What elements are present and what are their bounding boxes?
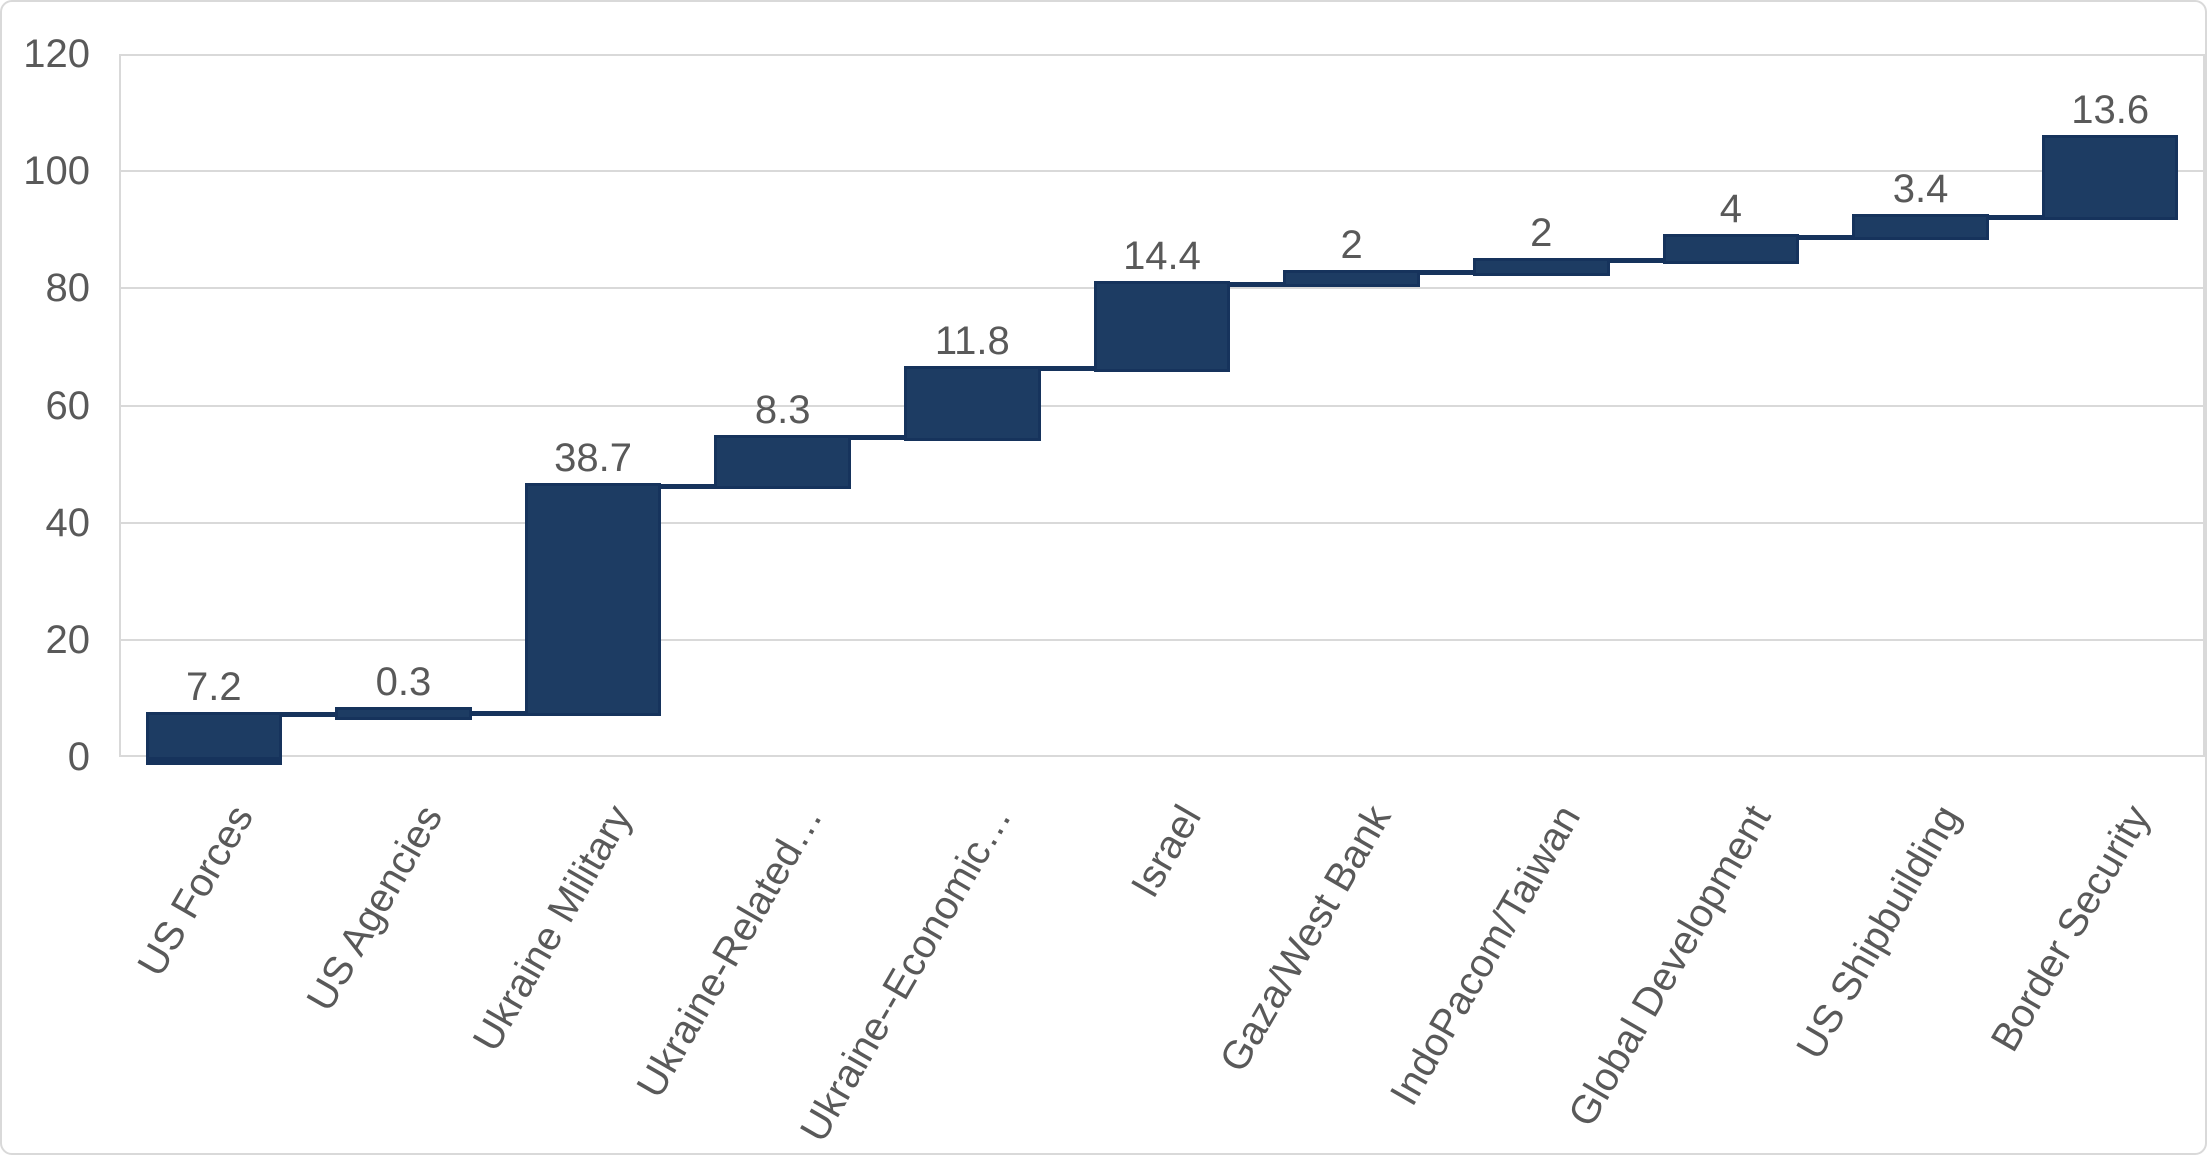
category-label: US Agencies — [298, 798, 452, 1019]
bar-global-development — [1662, 234, 1800, 264]
bar-border-security — [2041, 134, 2179, 221]
gridline — [119, 638, 2205, 641]
y-axis-tick-label: 20 — [45, 617, 91, 662]
category-label: Gaza/West Bank — [1211, 798, 1400, 1080]
connector-line — [1227, 281, 1287, 287]
connector-line — [1037, 366, 1097, 372]
gridline — [119, 404, 2205, 407]
connector-line — [1606, 258, 1666, 264]
connector-line — [847, 435, 908, 441]
category-label: US Forces — [129, 798, 262, 984]
y-axis-tick-label: 60 — [45, 383, 91, 428]
connector-line — [658, 483, 718, 489]
gridline — [119, 521, 2205, 524]
y-axis-tick-label: 100 — [23, 149, 90, 194]
bar-israel — [1093, 281, 1231, 372]
connector-line — [1416, 270, 1476, 276]
gridline — [119, 170, 2205, 173]
connector-line — [1796, 234, 1856, 240]
category-label: Border Security — [1982, 798, 2159, 1059]
data-label: 3.4 — [1892, 167, 1949, 212]
data-label: 14.4 — [1123, 234, 1201, 279]
base-connector-line — [145, 760, 283, 765]
bar-gaza-west-bank — [1283, 269, 1420, 288]
y-axis-tick-label: 40 — [45, 500, 91, 545]
data-label: 11.8 — [934, 318, 1010, 363]
data-label: 2 — [1530, 210, 1553, 255]
bar-us-shipbuilding — [1852, 214, 1989, 241]
category-label: Ukraine-Related… — [628, 798, 831, 1105]
connector-line — [279, 712, 339, 718]
category-label: Ukraine--Economic… — [792, 798, 1021, 1150]
bar-ukraine-military — [524, 483, 662, 717]
bar-ukraine-related- — [714, 434, 851, 490]
category-label: Global Development — [1559, 798, 1780, 1134]
data-label: 8.3 — [754, 387, 811, 432]
connector-line — [1985, 214, 2045, 220]
data-label: 7.2 — [186, 664, 242, 709]
data-label: 0.3 — [375, 660, 432, 705]
data-label: 38.7 — [554, 436, 632, 481]
data-label: 2 — [1340, 222, 1363, 267]
category-label: US Shipbuilding — [1788, 798, 1969, 1067]
bar-indopacom-taiwan — [1473, 257, 1610, 276]
connector-line — [468, 710, 528, 716]
bar-us-forces — [145, 711, 283, 760]
category-label: IndoPacom/Taiwan — [1382, 798, 1590, 1113]
data-label: 4 — [1719, 187, 1743, 232]
bar-ukraine-economic- — [904, 365, 1041, 441]
y-axis-tick-label: 0 — [67, 735, 90, 779]
category-label: Ukraine Military — [465, 798, 642, 1059]
y-axis-tick-label: 120 — [23, 32, 90, 76]
data-label: 13.6 — [2071, 87, 2150, 132]
category-label: Israel — [1123, 798, 1211, 905]
y-axis-tick-label: 80 — [45, 266, 91, 311]
bar-us-agencies — [335, 707, 472, 721]
